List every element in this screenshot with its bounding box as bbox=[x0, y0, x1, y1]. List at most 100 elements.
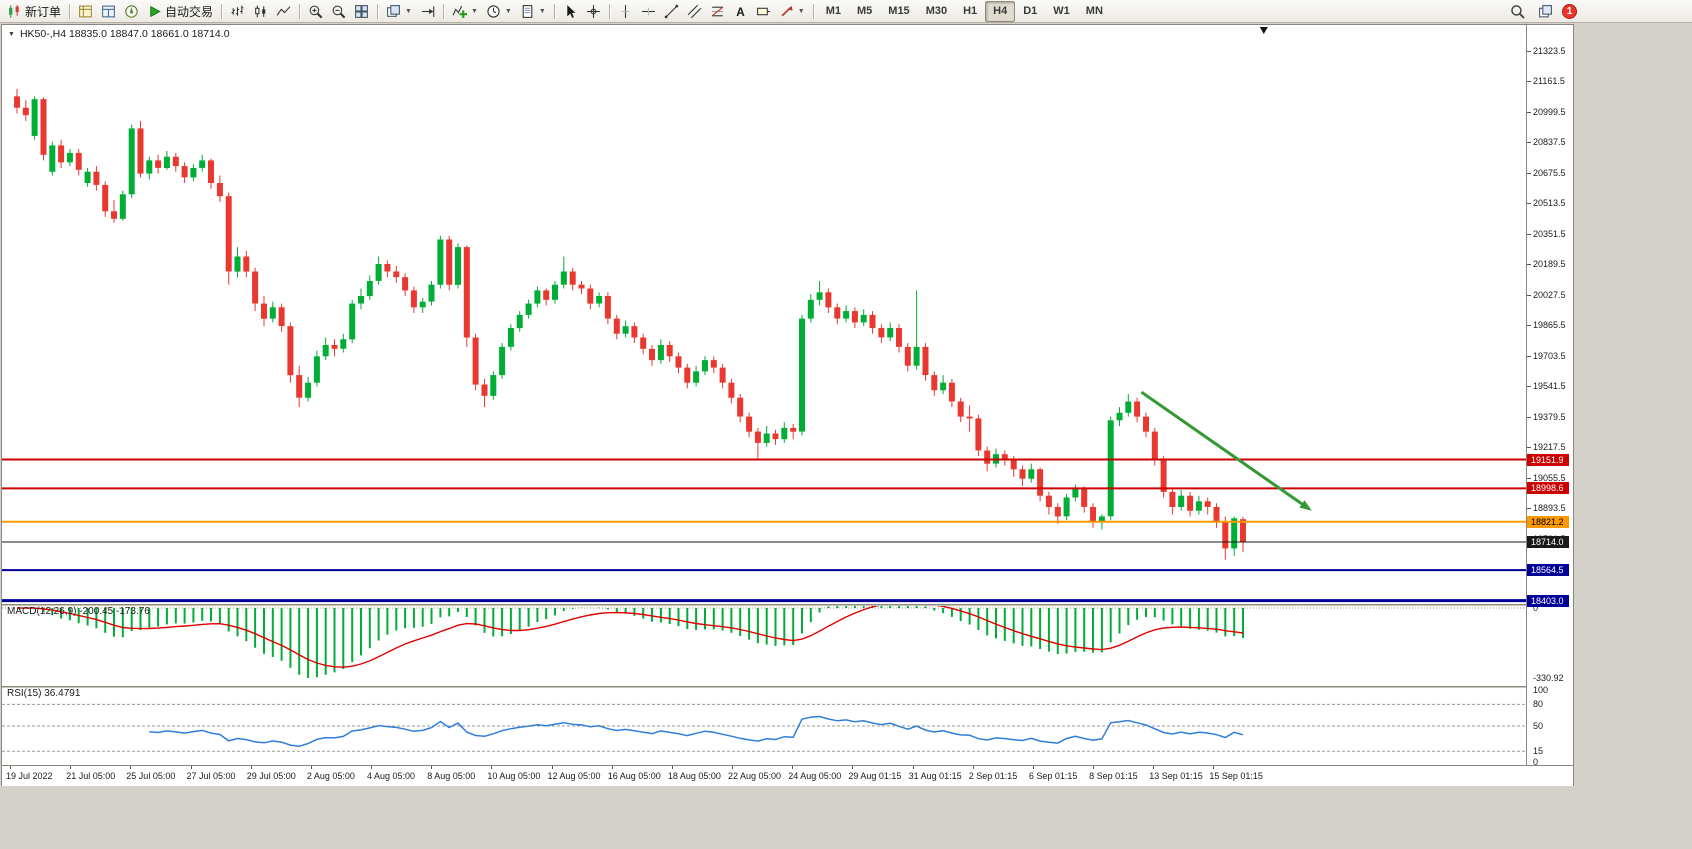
search-button[interactable] bbox=[1506, 1, 1529, 22]
price-scale-label: 21161.5 bbox=[1533, 76, 1565, 87]
fibonacci-icon bbox=[711, 6, 723, 16]
auto-arrange-button[interactable]: ▼ bbox=[382, 1, 416, 22]
trendline-button[interactable] bbox=[660, 1, 683, 22]
arrow-annotation[interactable] bbox=[1140, 390, 1312, 511]
autotrading-button[interactable]: 自动交易 bbox=[143, 1, 217, 22]
tf-m15[interactable]: M15 bbox=[880, 1, 917, 22]
chart-canvas[interactable] bbox=[2, 25, 1526, 764]
line-chart-button[interactable] bbox=[272, 1, 295, 22]
time-tick bbox=[671, 766, 673, 769]
toolbar-separator bbox=[608, 3, 610, 19]
time-tick bbox=[431, 766, 433, 769]
tile-windows-button[interactable] bbox=[350, 1, 373, 22]
tf-d1[interactable]: D1 bbox=[1015, 1, 1045, 22]
market-watch-button[interactable] bbox=[74, 1, 97, 22]
navigator-icon bbox=[125, 4, 138, 18]
scale-tick bbox=[1527, 233, 1531, 235]
fibonacci-button[interactable] bbox=[706, 1, 729, 22]
rsi-scale-label: 15 bbox=[1533, 746, 1544, 757]
time-axis-label: 2 Aug 05:00 bbox=[306, 771, 355, 781]
price-scale[interactable]: 21323.5 21161.5 20999.5 20837.5 20675.5 20513… bbox=[1526, 25, 1573, 767]
tf-m5[interactable]: M5 bbox=[849, 1, 880, 22]
macd-scale-label: -330.92 bbox=[1533, 673, 1564, 683]
price-scale-label: 20675.5 bbox=[1533, 167, 1566, 178]
new-order-button-label: 新订单 bbox=[25, 4, 62, 19]
dropdown-caret-icon: ▼ bbox=[538, 7, 546, 15]
vertical-line-icon bbox=[621, 4, 630, 18]
notification-badge[interactable]: 1 bbox=[1562, 4, 1577, 19]
price-scale-label: 20351.5 bbox=[1533, 228, 1566, 239]
periods-button[interactable]: ▼ bbox=[482, 1, 516, 22]
tf-w1[interactable]: W1 bbox=[1045, 1, 1078, 22]
vertical-line-button[interactable] bbox=[614, 1, 637, 22]
tf-m1-label: M1 bbox=[825, 5, 841, 17]
time-axis-label: 6 Sep 01:15 bbox=[1028, 771, 1078, 781]
line-chart-icon bbox=[276, 5, 291, 16]
time-axis-label: 27 Jul 05:00 bbox=[186, 771, 236, 781]
macd-label: MACD(12,26,9) -200.45 -173.76 bbox=[7, 606, 150, 617]
chart-window[interactable]: ▼ HK50-,H4 18835.0 18847.0 18661.0 18714… bbox=[1, 24, 1574, 786]
panel-separator-rsi[interactable] bbox=[2, 686, 1573, 688]
horizontal-line-objects[interactable] bbox=[2, 458, 1526, 603]
cursor-icon bbox=[567, 4, 576, 18]
time-axis-label: 21 Jul 05:00 bbox=[66, 771, 116, 781]
tf-mn[interactable]: MN bbox=[1078, 1, 1111, 22]
time-tick bbox=[371, 766, 372, 769]
tf-h4[interactable]: H4 bbox=[985, 0, 1016, 22]
time-tick bbox=[250, 766, 252, 769]
chart-title: ▼ HK50-,H4 18835.0 18847.0 18661.0 18714… bbox=[8, 28, 230, 40]
panel-separator-macd[interactable] bbox=[2, 604, 1573, 606]
zoom-in-button[interactable] bbox=[304, 1, 327, 22]
price-badge: 18821.2 bbox=[1527, 515, 1569, 528]
dropdown-caret-icon: ▼ bbox=[797, 7, 805, 15]
tf-m1[interactable]: M1 bbox=[818, 1, 849, 22]
tf-w1-label: W1 bbox=[1053, 5, 1070, 17]
price-badge: 19151.9 bbox=[1527, 453, 1569, 466]
indicators-button[interactable]: ▼ bbox=[448, 1, 482, 22]
price-scale-label: 19055.5 bbox=[1533, 472, 1566, 483]
scale-tick bbox=[1527, 264, 1531, 266]
tf-m30[interactable]: M30 bbox=[918, 1, 955, 22]
price-scale-label: 20999.5 bbox=[1533, 106, 1566, 117]
tf-h1[interactable]: H1 bbox=[955, 1, 985, 22]
navigator-button[interactable] bbox=[120, 1, 143, 22]
bar-chart-button[interactable] bbox=[226, 1, 249, 22]
chart-dropdown-icon[interactable]: ▼ bbox=[8, 30, 15, 38]
tf-m15-label: M15 bbox=[888, 5, 910, 17]
indicators-icon bbox=[452, 5, 467, 18]
scale-tick bbox=[1527, 477, 1531, 479]
chart-shift-button[interactable] bbox=[416, 1, 439, 22]
channel-button[interactable] bbox=[683, 1, 706, 22]
templates-button[interactable]: ▼ bbox=[516, 1, 550, 22]
horizontal-line-button[interactable] bbox=[637, 1, 660, 22]
price-scale-label: 18893.5 bbox=[1533, 503, 1566, 514]
crosshair-button[interactable] bbox=[582, 1, 605, 22]
cursor-button[interactable] bbox=[559, 1, 582, 22]
text-button[interactable]: A bbox=[729, 1, 752, 22]
time-axis[interactable]: 19 Jul 2022 21 Jul 05:00 25 Jul 05:00 27 Ju… bbox=[2, 765, 1573, 786]
tf-h4-label: H4 bbox=[993, 5, 1008, 17]
search-icon bbox=[1511, 5, 1525, 19]
scale-tick bbox=[1527, 294, 1531, 296]
macd-scale-label: 0 bbox=[1533, 603, 1539, 613]
price-scale-label: 19541.5 bbox=[1533, 381, 1566, 392]
scale-tick bbox=[1527, 111, 1531, 113]
windows-button[interactable] bbox=[1534, 1, 1557, 22]
toolbar-separator bbox=[299, 3, 301, 19]
scale-tick bbox=[1527, 508, 1531, 510]
arrows-button[interactable]: ▼ bbox=[775, 1, 809, 22]
scale-tick bbox=[1527, 447, 1531, 449]
rsi-scale-label: 80 bbox=[1533, 699, 1544, 710]
time-tick bbox=[551, 766, 553, 769]
candlestick-button[interactable] bbox=[249, 1, 272, 22]
tf-h1-label: H1 bbox=[963, 5, 978, 17]
data-window-button[interactable] bbox=[97, 1, 120, 22]
zoom-out-button[interactable] bbox=[327, 1, 350, 22]
shift-marker-icon[interactable] bbox=[1259, 27, 1268, 34]
time-axis-label: 25 Jul 05:00 bbox=[126, 771, 176, 781]
time-axis-label: 12 Aug 05:00 bbox=[547, 771, 601, 781]
scale-tick bbox=[1527, 416, 1531, 418]
label-button[interactable] bbox=[752, 1, 775, 22]
templates-icon bbox=[522, 4, 533, 18]
new-order-button[interactable]: 新订单 bbox=[3, 1, 65, 22]
